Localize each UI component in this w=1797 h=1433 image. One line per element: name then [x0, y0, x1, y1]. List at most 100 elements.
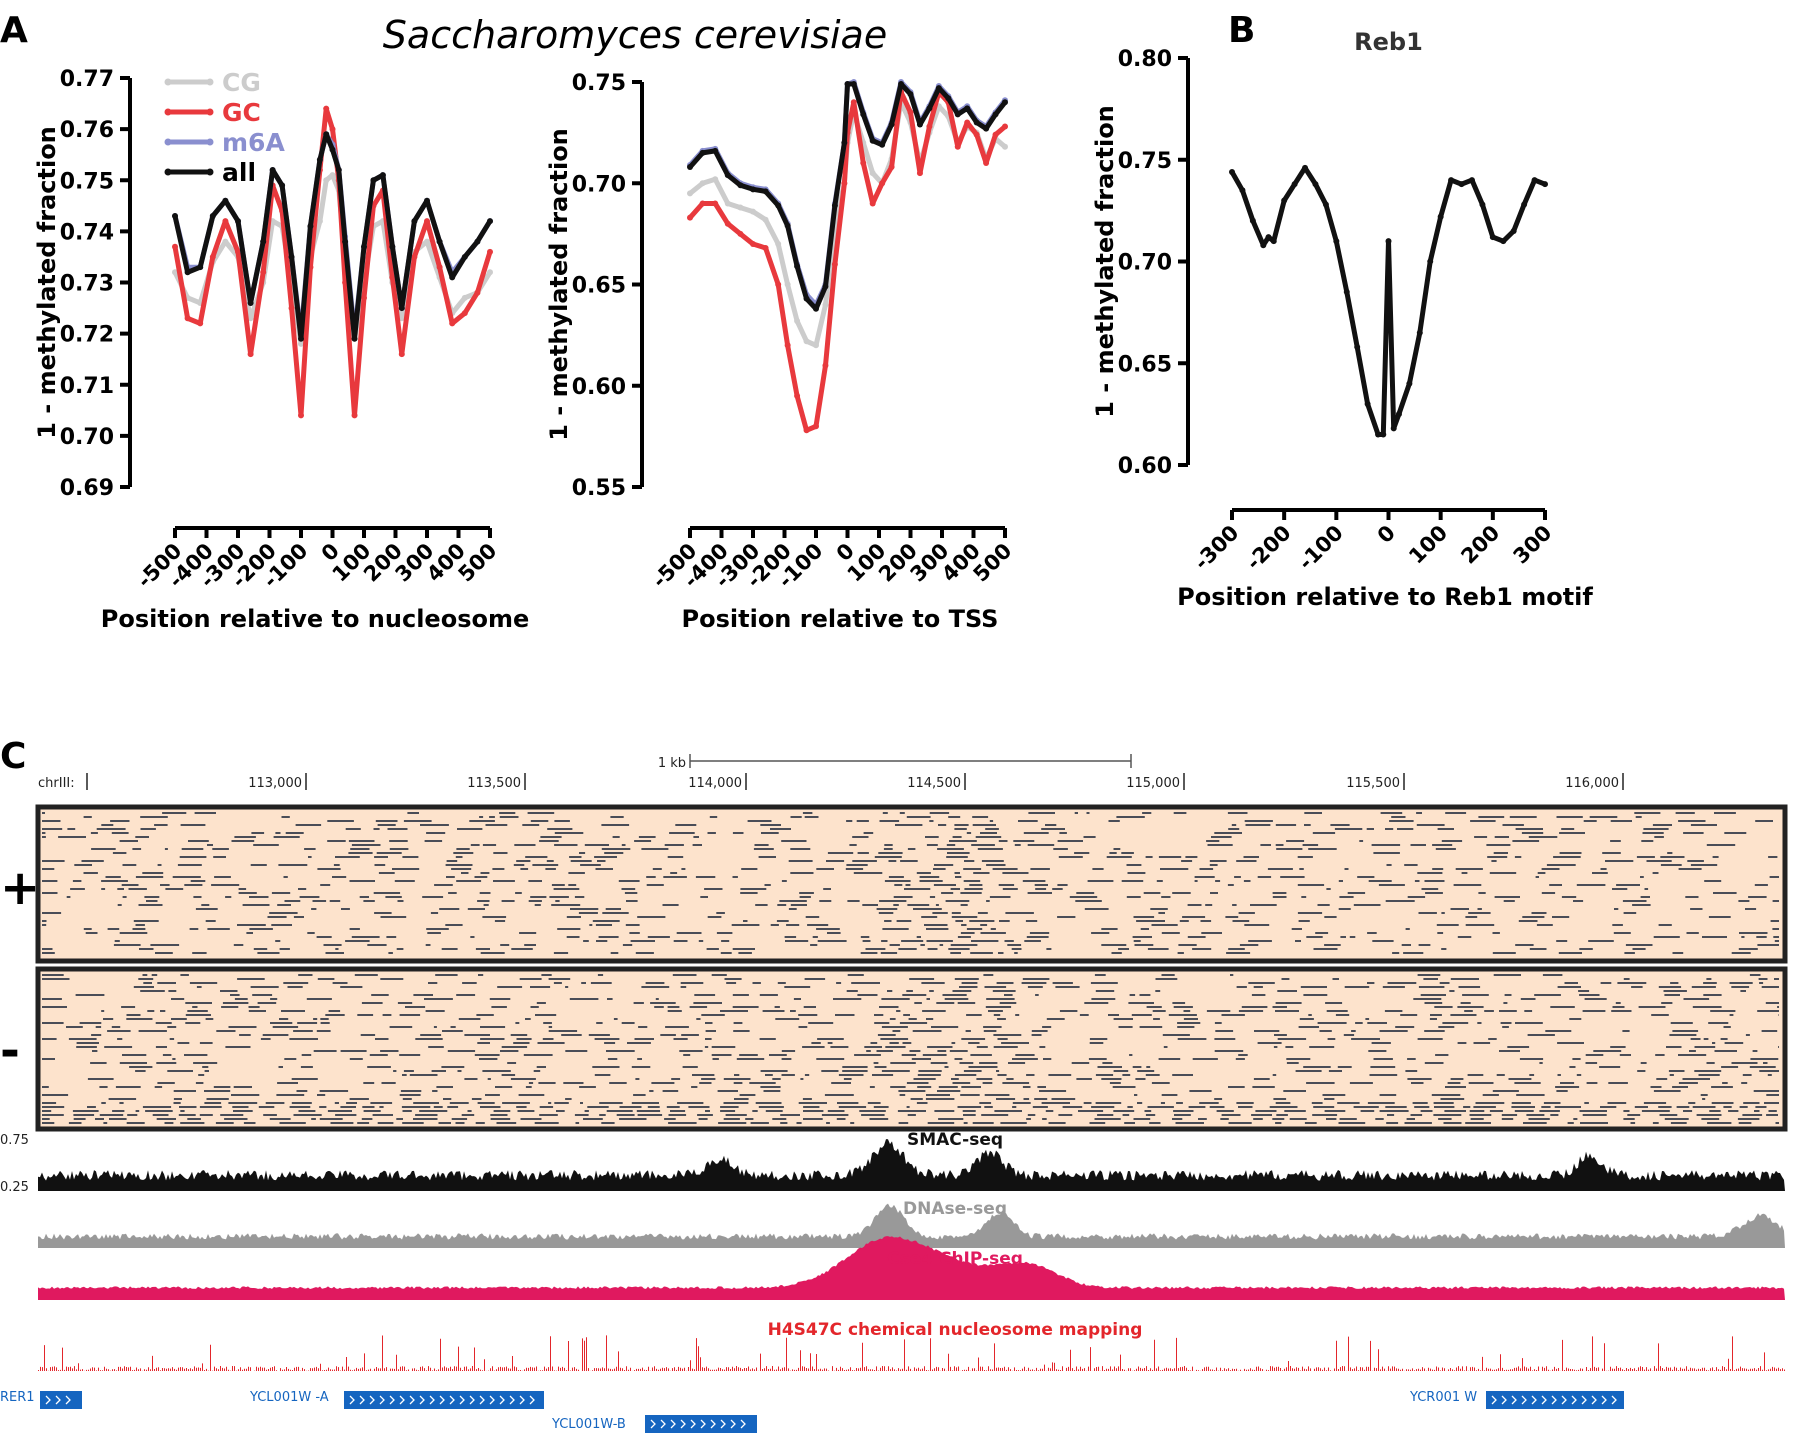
data-point-profile	[1416, 329, 1423, 336]
data-point-all	[926, 105, 933, 112]
data-point-profile	[1380, 431, 1387, 438]
coordinate-label: 113,500	[467, 776, 521, 791]
data-point-all	[279, 182, 286, 189]
data-point-all	[762, 188, 769, 195]
track-label-smac: SMAC-seq	[907, 1130, 1003, 1150]
data-point-all	[247, 299, 254, 306]
y-tick-label: 0.60	[572, 375, 626, 400]
data-point-profile	[1395, 411, 1402, 418]
y-tick-label: 0.55	[572, 476, 626, 501]
x-tick-label: -200	[1242, 521, 1296, 575]
data-point-cg	[687, 190, 693, 197]
data-point-gc	[487, 248, 493, 255]
data-point-profile	[1385, 238, 1392, 245]
chrom-label: chrIII:	[38, 776, 75, 791]
data-point-cg	[784, 281, 791, 288]
x-tick-label: -100	[1294, 521, 1348, 575]
data-point-profile	[1312, 181, 1319, 188]
data-point-cg	[398, 315, 405, 322]
data-point-all	[907, 91, 914, 98]
y-tick-label: 0.70	[1118, 251, 1172, 276]
minus-strand-reads	[35, 966, 1788, 1132]
data-point-all	[197, 264, 204, 271]
data-point-all	[737, 182, 744, 189]
legend-marker	[206, 78, 214, 86]
data-point-all	[411, 218, 418, 225]
data-point-all	[351, 335, 358, 342]
data-point-gc	[794, 392, 801, 399]
legend-marker	[164, 138, 172, 146]
data-point-gc	[850, 99, 857, 106]
data-point-all	[342, 238, 349, 245]
x-tick-label: 500	[454, 539, 502, 587]
data-point-all	[860, 111, 867, 118]
data-point-all	[822, 283, 829, 290]
data-point-gc	[329, 126, 336, 133]
data-point-gc	[879, 180, 886, 187]
data-point-cg	[247, 315, 254, 322]
data-point-profile	[1291, 181, 1298, 188]
data-point-gc	[184, 315, 191, 322]
data-point-all	[389, 243, 396, 250]
x-tick-label: 500	[969, 539, 1017, 587]
data-point-cg	[298, 340, 304, 347]
data-point-profile	[1239, 187, 1246, 194]
legend-label: all	[222, 158, 256, 187]
x-axis-label: Position relative to Reb1 motif	[1177, 583, 1593, 611]
data-point-all	[992, 111, 999, 118]
data-point-all	[803, 295, 810, 302]
panel-label-a: A	[0, 10, 28, 51]
data-point-gc	[916, 170, 923, 177]
data-point-all	[879, 141, 886, 148]
data-point-all	[461, 253, 468, 260]
y-tick-label: 0.65	[572, 274, 626, 299]
genome-browser: 1 kb chrIII: 113,000 113,500 114,000 114,500 1…	[0, 754, 1788, 1433]
gene-strand-arrows	[349, 1395, 535, 1405]
gene-label: RER1	[0, 1390, 35, 1405]
data-point-cg	[172, 269, 178, 276]
data-point-profile	[1542, 181, 1548, 188]
x-tick-label: 200	[1456, 521, 1504, 569]
data-point-cg	[724, 200, 731, 207]
data-point-all	[775, 202, 782, 209]
data-point-gc	[750, 241, 756, 247]
data-point-all	[699, 149, 706, 156]
data-point-gc	[411, 253, 418, 260]
y-tick-label: 0.80	[1118, 47, 1172, 72]
data-point-all	[436, 238, 443, 245]
data-point-cg	[869, 170, 876, 177]
data-point-all	[750, 186, 756, 193]
data-point-cg	[822, 301, 829, 308]
track-tick-label: 0.25	[0, 1180, 29, 1195]
track-signal-2	[38, 1236, 1785, 1300]
legend-marker	[164, 108, 172, 116]
data-point-gc	[361, 294, 367, 301]
data-point-gc	[247, 351, 254, 358]
data-point-all	[209, 213, 216, 220]
y-tick-label: 0.73	[60, 272, 114, 297]
gene-model	[645, 1415, 757, 1433]
legend-marker	[206, 168, 214, 176]
data-point-profile	[1260, 242, 1267, 249]
x-tick-label: -300	[1189, 521, 1243, 575]
data-point-gc	[712, 200, 719, 207]
data-point-gc	[813, 423, 819, 430]
y-axis-label: 1 - methylated fraction	[33, 126, 61, 439]
data-point-profile	[1468, 177, 1475, 184]
data-point-gc	[973, 131, 980, 138]
y-tick-label: 0.75	[60, 169, 114, 194]
y-tick-label: 0.75	[1118, 149, 1172, 174]
data-point-gc	[907, 109, 914, 116]
data-point-gc	[737, 230, 744, 237]
data-point-all	[841, 139, 848, 146]
data-point-cg	[737, 204, 744, 211]
data-point-all	[794, 263, 801, 270]
data-point-gc	[699, 200, 706, 207]
coordinate-label: 115,000	[1126, 776, 1180, 791]
data-point-cg	[762, 216, 769, 223]
data-point-all	[1002, 99, 1008, 106]
data-point-profile	[1427, 258, 1434, 265]
y-tick-label: 0.70	[60, 425, 114, 450]
